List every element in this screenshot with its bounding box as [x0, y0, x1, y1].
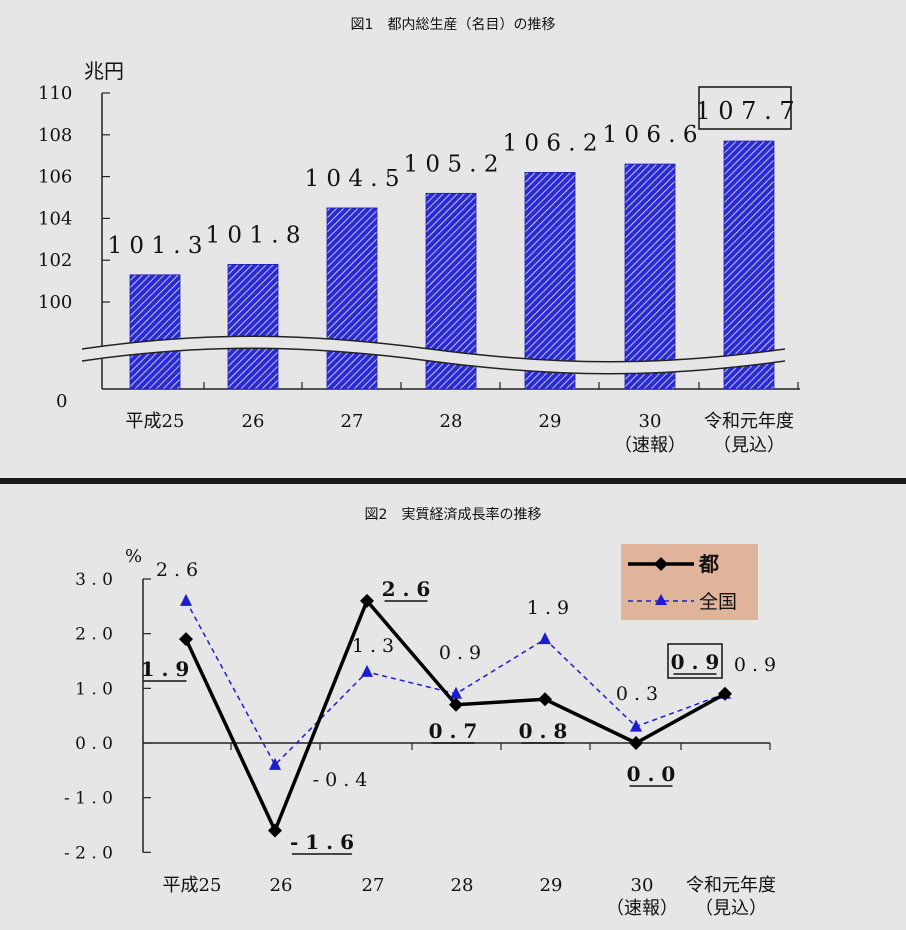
bar: [227, 263, 279, 390]
bar: [524, 172, 576, 390]
y-tick-label: 100: [38, 292, 72, 313]
x-tick-label: 30: [639, 411, 662, 432]
marker-diamond: [538, 692, 552, 707]
legend-marker-triangle: [655, 594, 667, 605]
legend-box: [621, 544, 758, 620]
legend-label-to: 都: [698, 552, 719, 576]
data-label: 1 0 7 . 7: [695, 97, 794, 125]
chart-title: 図2 実質経済成長率の推移: [364, 507, 542, 523]
x-tick-label: 29: [540, 875, 563, 896]
marker-triangle: [450, 686, 462, 699]
x-tick-label: （速報）: [614, 435, 686, 456]
x-tick-label: 27: [341, 411, 364, 432]
data-label-zenkoku: 1 . 9: [527, 597, 569, 619]
y-tick-label: - 2 . 0: [64, 843, 113, 863]
data-label: 1 0 5 . 2: [403, 151, 498, 177]
data-label: 1 0 1 . 8: [205, 222, 300, 248]
data-label-zenkoku: 0 . 9: [439, 642, 481, 664]
x-tick-label: 平成25: [163, 875, 222, 896]
data-label-zenkoku: 0 . 9: [734, 654, 776, 676]
x-tick-label: 26: [270, 875, 293, 896]
data-label-zenkoku: - 0 . 4: [313, 769, 368, 791]
chart-title: 図1 都内総生産（名目）の推移: [350, 17, 556, 33]
data-label: 1 0 1 . 3: [107, 233, 202, 259]
marker-triangle: [269, 757, 281, 770]
y-tick-label: 104: [38, 208, 72, 229]
y-tick-label: 106: [38, 167, 72, 188]
line-chart: % 3 . 0 2 . 0 1 . 0 0 . 0 - 1 . 0 - 2 . 0 平成25 2…: [64, 544, 776, 919]
data-label-to: 0 . 7: [429, 719, 478, 743]
axis-break-band: [82, 336, 785, 374]
y-tick-label: 1 . 0: [75, 679, 113, 699]
data-label-zenkoku: 0 . 3: [616, 683, 658, 705]
x-tick-label: （見込）: [695, 898, 767, 919]
bar: [129, 274, 181, 390]
y-tick-label: 0: [56, 391, 67, 412]
legend: 都全国: [621, 544, 758, 620]
y-tick-label: 2 . 0: [75, 625, 113, 645]
marker-triangle: [630, 719, 642, 732]
x-tick-label: 26: [242, 411, 265, 432]
y-tick-label: 102: [38, 250, 72, 271]
data-label-to: 1 . 9: [141, 657, 190, 681]
x-tick-label: 令和元年度: [686, 875, 776, 896]
x-tick-label: 令和元年度: [704, 411, 794, 432]
y-tick-label: 108: [38, 125, 72, 146]
marker-diamond: [268, 823, 282, 838]
data-label-zenkoku: 2 . 6: [156, 559, 198, 581]
marker-diamond: [449, 697, 463, 712]
data-label-zenkoku: 1 . 3: [352, 635, 394, 657]
marker-diamond: [629, 736, 643, 750]
marker-triangle: [539, 632, 551, 645]
bar-chart: 兆円 110 108 106 104 102 100 0 1 0 1 . 3 平成25 1 0 1 …: [38, 59, 800, 456]
data-label-to: 2 . 6: [382, 577, 431, 601]
y-unit-label: 兆円: [84, 59, 124, 83]
marker-diamond: [179, 632, 193, 647]
chart-panel-gdp: 図1 都内総生産（名目）の推移 兆円 110 108 106 104 102 100 0 1 0…: [0, 0, 906, 478]
chart-panel-growth: 図2 実質経済成長率の推移 % 3 . 0 2 . 0 1 . 0 0 . 0 - 1 .…: [0, 484, 906, 930]
x-tick-label: 29: [539, 411, 562, 432]
marker-diamond: [718, 686, 732, 701]
x-tick-label: （見込）: [713, 435, 785, 456]
x-tick-label: 28: [451, 875, 474, 896]
bar: [624, 163, 676, 390]
data-label: 1 0 6 . 2: [502, 130, 597, 156]
y-tick-label: - 1 . 0: [64, 789, 113, 809]
y-tick-label: 0 . 0: [75, 734, 113, 754]
data-label: 1 0 6 . 6: [602, 122, 697, 148]
axis-break-line: [81, 335, 786, 363]
highlight-box: [667, 643, 723, 679]
data-label-to: - 1 . 6: [290, 830, 354, 854]
legend-label-zenkoku: 全国: [699, 591, 737, 613]
x-tick-label: 27: [362, 875, 385, 896]
x-tick-label: （速報）: [606, 898, 678, 919]
marker-diamond: [360, 593, 374, 608]
axis-break-line: [81, 347, 786, 375]
y-unit-label: %: [125, 546, 142, 567]
data-label-to: 0 . 0: [627, 762, 676, 786]
data-label: 1 0 4 . 5: [304, 166, 399, 192]
legend-marker-diamond: [654, 557, 668, 571]
x-tick-label: 平成25: [126, 411, 185, 432]
y-tick-label: 110: [38, 83, 72, 104]
series-line-to: [184, 597, 726, 835]
highlight-box: [698, 86, 792, 130]
marker-triangle: [361, 664, 373, 677]
x-tick-label: 30: [631, 875, 654, 896]
bar: [723, 140, 775, 390]
marker-triangle: [180, 593, 192, 606]
bar: [326, 207, 378, 390]
x-tick-label: 28: [440, 411, 463, 432]
y-tick-label: 3 . 0: [75, 570, 113, 590]
data-label-to: 0 . 8: [519, 719, 568, 743]
data-label-to: 0 . 9: [671, 650, 720, 674]
